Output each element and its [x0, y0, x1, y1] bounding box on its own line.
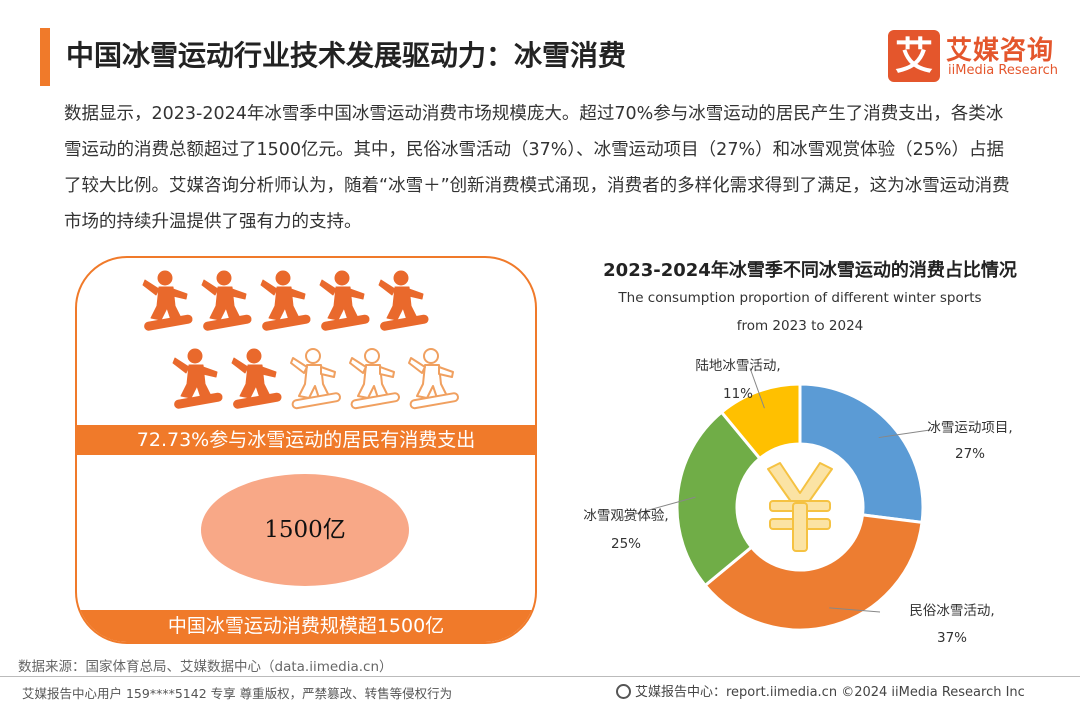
slice-1: [798, 382, 925, 525]
iimedia-logo-icon: 艾: [888, 30, 940, 82]
slice-leader-line: [878, 429, 931, 439]
snowboarder-filled-icon: [378, 270, 429, 331]
logo-en-text: iiMedia Research: [948, 63, 1059, 78]
yuan-icon: [767, 462, 833, 552]
market-size-band: 中国冰雪运动消费规模超1500亿: [77, 610, 535, 642]
snowboarder-filled-icon: [172, 348, 223, 409]
snowboarder-filled-icon: [142, 270, 193, 331]
footer-site-text: 艾媒报告中心：report.iimedia.cn ©2024 iiMedia R…: [635, 685, 1025, 700]
footer-divider: [0, 676, 1080, 677]
snowboarder-filled-icon: [260, 270, 311, 331]
logo-cn-text: 艾媒咨询: [946, 36, 1055, 66]
infographic-panel: 72.73%参与冰雪运动的居民有消费支出 1500亿 中国冰雪运动消费规模超15…: [75, 256, 537, 644]
footer-copyright-notice: 艾媒报告中心用户 159****5142 专享 尊重版权，严禁篡改、转售等侵权行…: [22, 686, 453, 701]
page-title: 中国冰雪运动行业技术发展驱动力：冰雪消费: [66, 39, 627, 72]
slice-2: [703, 513, 924, 632]
slice-4: [719, 382, 802, 461]
snowboarder-outline-icon: [349, 348, 400, 410]
chart-title: 2023-2024年冰雪季不同冰雪运动的消费占比情况: [603, 260, 1017, 281]
slice-leader-line: [829, 607, 881, 613]
title-accent-bar: [40, 28, 50, 86]
slice-value-label: 11%: [723, 386, 753, 402]
slice-value-label: 27%: [955, 446, 985, 462]
chart-subtitle-line1: The consumption proportion of different …: [618, 290, 982, 306]
snowboarder-icons: [142, 270, 459, 410]
slice-name-label: 民俗冰雪活动,: [909, 603, 994, 619]
chart-subtitle-line2: from 2023 to 2024: [736, 318, 864, 334]
participation-band: 72.73%参与冰雪运动的居民有消费支出: [77, 425, 535, 455]
footer-site-info: 艾媒报告中心：report.iimedia.cn ©2024 iiMedia R…: [616, 681, 1025, 700]
snowboarder-filled-icon: [231, 348, 282, 409]
snowboarder-outline-icon: [408, 348, 459, 410]
slice-value-label: 25%: [611, 536, 641, 552]
snowboarder-filled-icon: [201, 270, 252, 331]
total-consumption-ellipse: 1500亿: [201, 474, 409, 586]
data-source: 数据来源：国家体育总局、艾媒数据中心（data.iimedia.cn）: [18, 659, 393, 675]
slice-name-label: 冰雪观赏体验,: [583, 508, 668, 524]
slice-3: [675, 410, 762, 588]
slice-name-label: 冰雪运动项目,: [927, 420, 1012, 436]
summary-paragraph: 数据显示，2023-2024年冰雪季中国冰雪运动消费市场规模庞大。超过70%参与…: [64, 104, 1010, 232]
slice-leader-line: [619, 496, 696, 519]
globe-icon: [616, 684, 631, 699]
slice-name-label: 陆地冰雪活动,: [695, 358, 780, 374]
snowboarder-filled-icon: [319, 270, 370, 331]
snowboarder-outline-icon: [290, 348, 341, 410]
slice-value-label: 37%: [937, 630, 967, 646]
donut-chart: 冰雪运动项目, 27% 民俗冰雪活动, 37% 冰雪观赏体验, 25% 陆地冰雪活动, 11%: [583, 358, 1012, 646]
slice-leader-line: [749, 367, 765, 409]
